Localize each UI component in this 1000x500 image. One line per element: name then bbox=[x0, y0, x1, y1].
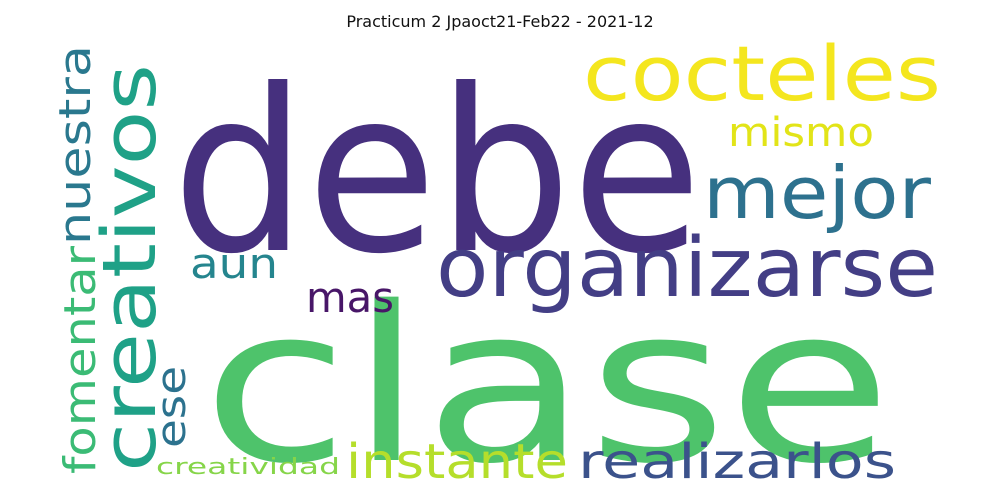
word-fomentar: fomentar bbox=[55, 245, 106, 474]
cloud-title: Practicum 2 Jpaoct21-Feb22 - 2021-12 bbox=[346, 12, 654, 31]
word-creativos: creativos bbox=[87, 64, 173, 472]
word-debe: debe bbox=[172, 42, 702, 304]
word-mejor: mejor bbox=[703, 151, 931, 235]
word-aun: aun bbox=[190, 239, 278, 288]
word-nuestra: nuestra bbox=[50, 45, 101, 245]
word-mas: mas bbox=[306, 273, 394, 322]
word-ese: ese bbox=[149, 366, 195, 448]
word-instante: instante bbox=[346, 434, 568, 490]
word-creatividad: creatividad bbox=[156, 455, 340, 480]
word-organizarse: organizarse bbox=[436, 221, 938, 316]
word-mismo: mismo bbox=[728, 110, 874, 156]
word-realizarlos: realizarlos bbox=[578, 434, 896, 490]
word-cocteles: cocteles bbox=[583, 29, 941, 118]
word-clase: clase bbox=[202, 260, 892, 500]
